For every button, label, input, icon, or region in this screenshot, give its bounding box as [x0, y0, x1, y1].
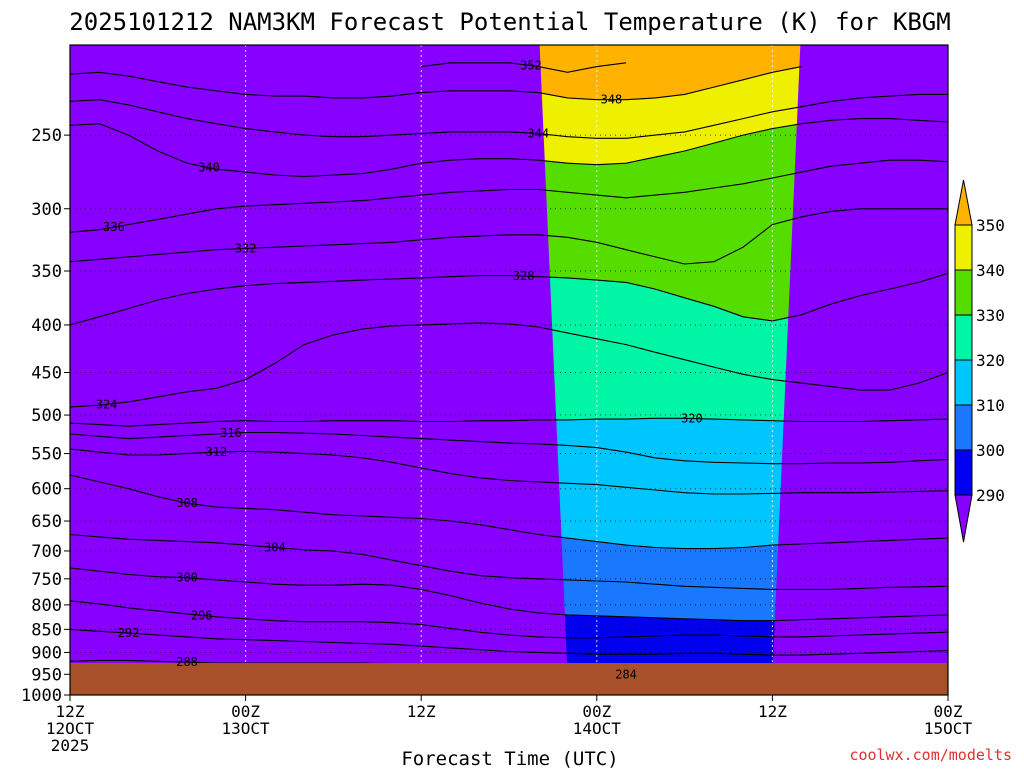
contour-328 — [70, 272, 948, 326]
y-tick-label: 750 — [31, 570, 62, 590]
y-tick-label: 700 — [31, 542, 62, 562]
contour-336 — [70, 159, 948, 233]
colorbar-swatch — [954, 449, 973, 496]
x-tick-label: 12OCT — [46, 719, 95, 738]
colorbar-top-arrow — [954, 179, 973, 226]
colorbar-label: 310 — [976, 396, 1005, 415]
y-axis: 250 300 350 400 450 500 550 600 650 700 750 800 850 9… — [21, 126, 70, 706]
contour-labels: 352 348 344 340 336 332 328 324 320 316 312 308 304 3… — [96, 59, 703, 682]
contour-320 — [70, 417, 948, 427]
colorbar-label: 340 — [976, 261, 1005, 280]
contour-label: 304 — [264, 540, 286, 554]
colorbar-legend: 290 300 310 320 330 340 350 — [954, 179, 1005, 543]
contour-label: 316 — [220, 426, 242, 440]
contour-296 — [70, 600, 948, 639]
colorbar-swatch — [954, 269, 973, 316]
contour-324 — [70, 322, 948, 408]
colorbar-swatch — [954, 359, 973, 406]
contour-label: 352 — [520, 59, 542, 73]
contour-label: 284 — [615, 667, 637, 681]
contour-344 — [70, 93, 948, 139]
y-tick-label: 900 — [31, 643, 62, 663]
y-tick-label: 550 — [31, 445, 62, 465]
contour-312 — [70, 448, 948, 495]
contour-label: 308 — [176, 496, 198, 510]
colorbar-swatch — [954, 224, 973, 271]
chart-title: 2025101212 NAM3KM Forecast Potential Tem… — [69, 8, 950, 36]
contour-304 — [70, 533, 948, 590]
colorbar-label: 320 — [976, 351, 1005, 370]
contour-label: 288 — [176, 655, 198, 669]
y-tick-label: 350 — [31, 262, 62, 282]
contour-label: 340 — [198, 161, 220, 175]
x-tick-label: 12Z — [56, 702, 85, 721]
contour-label: 348 — [601, 93, 623, 107]
y-tick-label: 650 — [31, 512, 62, 532]
x-tick-label: 13OCT — [222, 719, 271, 738]
potential-temperature-field — [70, 45, 948, 663]
contour-label: 296 — [191, 608, 213, 622]
y-tick-label: 600 — [31, 480, 62, 500]
plot-frame — [69, 44, 949, 696]
x-tick-label: 00Z — [582, 702, 611, 721]
y-tick-label: 500 — [31, 406, 62, 426]
x-tick-label: 14OCT — [573, 719, 622, 738]
colorbar-label: 330 — [976, 306, 1005, 325]
y-tick-label: 800 — [31, 596, 62, 616]
colorbar-label: 300 — [976, 441, 1005, 460]
contour-316 — [70, 431, 948, 465]
colorbar-swatch — [954, 314, 973, 361]
contour-label: 324 — [96, 397, 118, 411]
contour-308 — [70, 474, 948, 550]
contour-label: 312 — [205, 445, 227, 459]
contour-300 — [70, 567, 948, 622]
contour-348 — [70, 66, 802, 101]
contour-label: 336 — [103, 220, 125, 234]
contour-340 — [70, 118, 948, 178]
contour-lines — [70, 62, 948, 663]
x-tick-label: 2025 — [51, 736, 90, 755]
contour-label: 300 — [176, 571, 198, 585]
y-tick-label: 250 — [31, 126, 62, 146]
y-tick-label: 850 — [31, 620, 62, 640]
contour-label: 292 — [118, 626, 140, 640]
contour-label: 328 — [513, 269, 535, 283]
contour-label: 332 — [235, 241, 257, 255]
y-tick-label: 950 — [31, 665, 62, 685]
contour-352 — [421, 62, 627, 73]
y-tick-label: 400 — [31, 316, 62, 336]
y-tick-label: 1000 — [21, 686, 62, 706]
colorbar-label: 350 — [976, 216, 1005, 235]
credit-link[interactable]: coolwx.com/modelts — [849, 746, 1012, 764]
band-below-284 — [70, 45, 948, 663]
x-axis-title: Forecast Time (UTC) — [401, 748, 618, 768]
y-tick-label: 450 — [31, 364, 62, 384]
contour-332 — [70, 208, 948, 265]
x-tick-label: 00Z — [231, 702, 260, 721]
x-tick-label: 12Z — [758, 702, 787, 721]
grid — [70, 45, 948, 663]
colorbar-swatch — [954, 404, 973, 451]
contour-label: 320 — [681, 411, 703, 425]
terrain-below-surface — [70, 663, 948, 695]
colorbar-label: 290 — [976, 486, 1005, 505]
x-tick-label: 12Z — [407, 702, 436, 721]
x-tick-label: 00Z — [934, 702, 963, 721]
x-tick-label: 15OCT — [924, 719, 973, 738]
y-tick-label: 300 — [31, 200, 62, 220]
contour-label: 344 — [527, 127, 549, 141]
contour-292 — [70, 628, 948, 656]
colorbar-bottom-arrow — [954, 494, 973, 543]
